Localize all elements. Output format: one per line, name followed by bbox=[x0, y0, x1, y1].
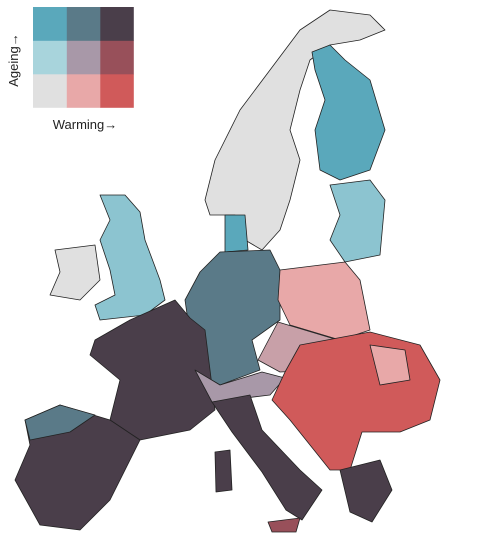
ireland bbox=[49, 244, 101, 301]
legend-cell bbox=[33, 74, 67, 108]
legend-cell bbox=[66, 7, 101, 41]
italy bbox=[211, 394, 323, 521]
legend: Ageing→ Warming→ bbox=[6, 7, 134, 132]
romania-north bbox=[369, 344, 411, 386]
balkans bbox=[271, 331, 441, 471]
regions bbox=[14, 9, 441, 533]
denmark bbox=[224, 214, 249, 253]
germany bbox=[184, 249, 281, 386]
legend-x-label: Warming→ bbox=[53, 117, 118, 132]
sicily bbox=[267, 517, 301, 533]
finland bbox=[311, 44, 386, 181]
legend-cell bbox=[33, 7, 67, 41]
legend-cell bbox=[66, 74, 101, 108]
legend-cell bbox=[33, 40, 67, 75]
legend-cell bbox=[100, 7, 134, 41]
greece bbox=[339, 459, 393, 523]
legend-cell bbox=[100, 40, 134, 75]
legend-y-label: Ageing→ bbox=[6, 33, 21, 86]
legend-cell bbox=[66, 40, 101, 75]
iberia-north bbox=[24, 404, 96, 441]
great-britain bbox=[94, 194, 166, 321]
legend-cell bbox=[100, 74, 134, 108]
scandinavia bbox=[204, 9, 386, 251]
sardinia bbox=[214, 449, 233, 493]
france bbox=[89, 299, 216, 441]
baltics bbox=[329, 179, 386, 263]
